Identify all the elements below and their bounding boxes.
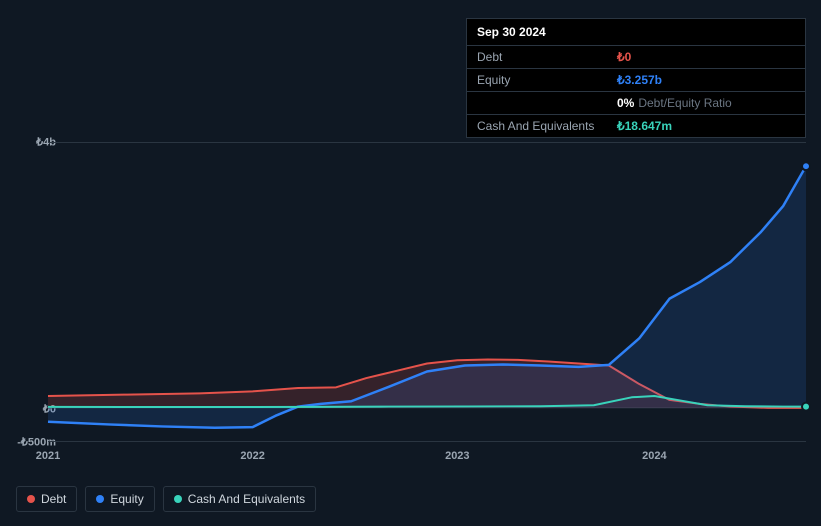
series-end-dot xyxy=(802,403,810,411)
x-axis-label: 2021 xyxy=(36,450,60,462)
legend-item[interactable]: Cash And Equivalents xyxy=(163,486,316,512)
legend-label: Debt xyxy=(41,492,66,506)
legend-item[interactable]: Equity xyxy=(85,486,154,512)
tooltip-row: Debt₺0 xyxy=(467,45,805,68)
tooltip-row: Equity₺3.257b xyxy=(467,68,805,91)
legend-label: Equity xyxy=(110,492,143,506)
tooltip-label: Debt xyxy=(477,50,617,64)
chart-area[interactable]: ₺4b₺0-₺500m 2021202220232024 xyxy=(16,120,806,510)
legend-dot-icon xyxy=(174,495,182,503)
tooltip-suffix: Debt/Equity Ratio xyxy=(638,96,731,110)
x-axis-label: 2022 xyxy=(240,450,264,462)
series-end-dot xyxy=(802,162,810,170)
tooltip-value: ₺0 xyxy=(617,50,631,64)
legend-dot-icon xyxy=(96,495,104,503)
legend-label: Cash And Equivalents xyxy=(188,492,305,506)
tooltip-label xyxy=(477,96,617,110)
tooltip-date: Sep 30 2024 xyxy=(467,19,805,45)
tooltip-label: Equity xyxy=(477,73,617,87)
x-axis-label: 2024 xyxy=(642,450,666,462)
plot-area[interactable] xyxy=(48,142,806,442)
x-axis-labels: 2021202220232024 xyxy=(48,450,806,470)
x-axis-label: 2023 xyxy=(445,450,469,462)
chart-svg xyxy=(48,143,806,441)
tooltip-value: 0% xyxy=(617,96,634,110)
series-area xyxy=(48,166,806,428)
legend: Debt Equity Cash And Equivalents xyxy=(16,486,316,512)
tooltip-row: 0% Debt/Equity Ratio xyxy=(467,91,805,114)
legend-dot-icon xyxy=(27,495,35,503)
tooltip-value: ₺3.257b xyxy=(617,73,662,87)
legend-item[interactable]: Debt xyxy=(16,486,77,512)
